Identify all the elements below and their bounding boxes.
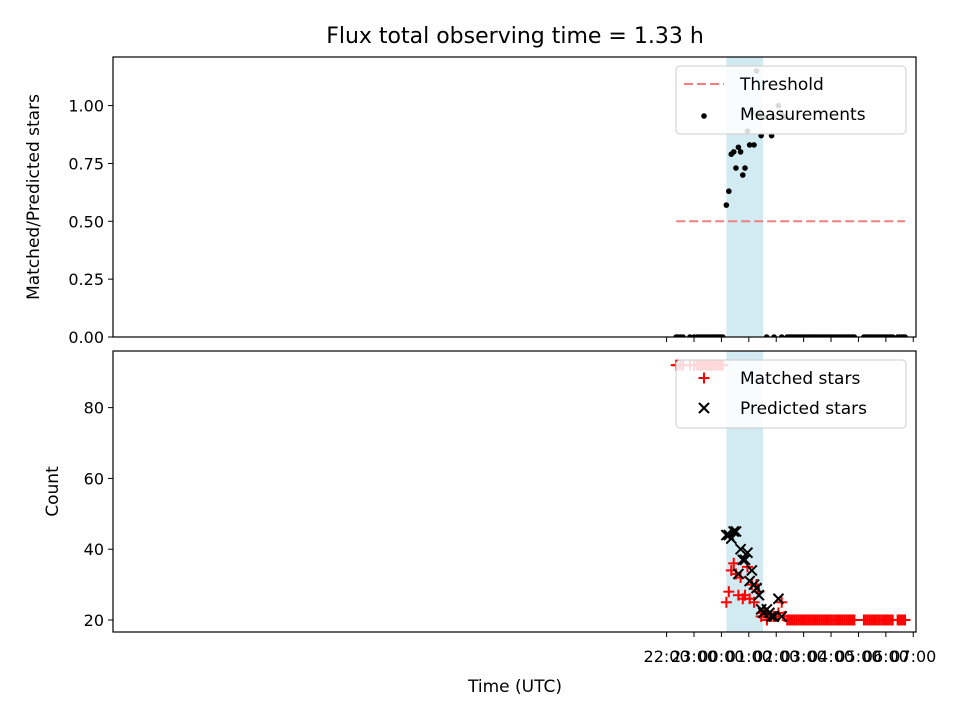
legend-label: Measurements (740, 105, 866, 125)
measurement-point (851, 334, 858, 337)
measurement-point (751, 142, 757, 148)
y-tick-label: 0.00 (68, 328, 104, 347)
matched-star-point (723, 586, 735, 598)
measurement-point (771, 334, 777, 337)
legend-matched-swatch (698, 372, 710, 384)
y-axis-label: Count (43, 466, 63, 517)
matched-star-point (728, 557, 740, 569)
axes-frame (112, 56, 917, 338)
predicted-star-point (753, 589, 765, 601)
y-tick-label: 0.50 (68, 212, 104, 231)
measurement-point (737, 149, 744, 155)
predicted-star-point (739, 554, 751, 566)
x-tick-label: 22:00 (644, 647, 690, 666)
y-tick-label: 1.00 (68, 97, 104, 116)
measurement-point (778, 334, 785, 337)
predicted-star-point (750, 582, 763, 594)
predicted-star-point (772, 593, 785, 605)
count-panel: 20 40 60 80 22:0023:0000:0001:0002:0003:0004… (43, 350, 936, 666)
measurement-point (739, 172, 746, 178)
measurement-point (723, 202, 730, 208)
x-tick-label: 03:00 (781, 647, 827, 666)
measurement-point (742, 165, 748, 171)
y-tick-label: 60 (84, 469, 104, 488)
x-tick-label: 01:00 (726, 647, 772, 666)
legend-predicted-swatch (698, 402, 710, 414)
predicted-star-point (730, 525, 742, 538)
legend-entry: Predicted stars (698, 399, 867, 419)
y-tick-label: 80 (84, 399, 104, 418)
x-tick-label: 07:00 (890, 647, 936, 666)
predicted-star-point (776, 610, 788, 623)
matched-star-point (848, 614, 860, 626)
predicted-star-point (746, 564, 758, 577)
predicted-star-point (725, 532, 737, 545)
measurement-point (719, 334, 726, 337)
measurement-point (902, 334, 908, 337)
matched-star-point (748, 596, 760, 608)
measurement-point (730, 149, 737, 155)
x-axis-label: Time (UTC) (467, 677, 562, 697)
x-tick-label: 05:00 (835, 647, 881, 666)
legend-box (675, 359, 907, 429)
legend: Matched stars Predicted stars (675, 359, 907, 429)
measurement-point (726, 188, 732, 195)
y-tick-label: 40 (84, 540, 104, 559)
y-tick-label: 20 (84, 611, 104, 630)
legend: Threshold Measurements (675, 65, 907, 135)
measurement-point (763, 334, 770, 337)
measurement-point (680, 334, 686, 337)
y-tick-label: 0.75 (68, 154, 104, 173)
x-tick-label: 04:00 (808, 647, 854, 666)
legend-entry: Matched stars (698, 369, 860, 389)
matched-star-point (720, 596, 732, 608)
chart-title: Flux total observing time = 1.33 h (326, 24, 704, 49)
measurement-point (733, 165, 739, 171)
predicted-star-point (728, 525, 740, 538)
measurement-point (687, 334, 693, 337)
predicted-star-point (737, 554, 749, 566)
predicted-star-point (734, 543, 747, 555)
legend-entry: Threshold (684, 75, 824, 95)
ratio-panel: 0.00 0.25 0.50 0.75 1.00 Matched/Predicted st… (24, 56, 917, 347)
predicted-star-point (741, 547, 754, 559)
legend-measurement-swatch (701, 113, 707, 119)
x-tick-label: 02:00 (753, 647, 799, 666)
x-tick-label: 06:00 (863, 647, 909, 666)
y-tick-label: 0.25 (68, 270, 104, 289)
legend-label: Predicted stars (740, 399, 867, 419)
y-axis-label: Matched/Predicted stars (24, 94, 44, 300)
legend-label: Matched stars (740, 369, 860, 389)
legend-label: Threshold (739, 75, 824, 95)
measurement-point (735, 144, 742, 151)
legend-box (675, 65, 907, 135)
predicted-star-point (765, 610, 778, 623)
x-tick-label: 23:00 (671, 647, 717, 666)
x-tick-label: 00:00 (698, 647, 744, 666)
measurement-point (746, 142, 753, 148)
legend-entry: Measurements (701, 105, 866, 125)
axes-frame (112, 350, 917, 633)
measurement-point (889, 334, 896, 337)
matched-star-point (899, 614, 911, 626)
predicted-star-point (732, 568, 745, 580)
